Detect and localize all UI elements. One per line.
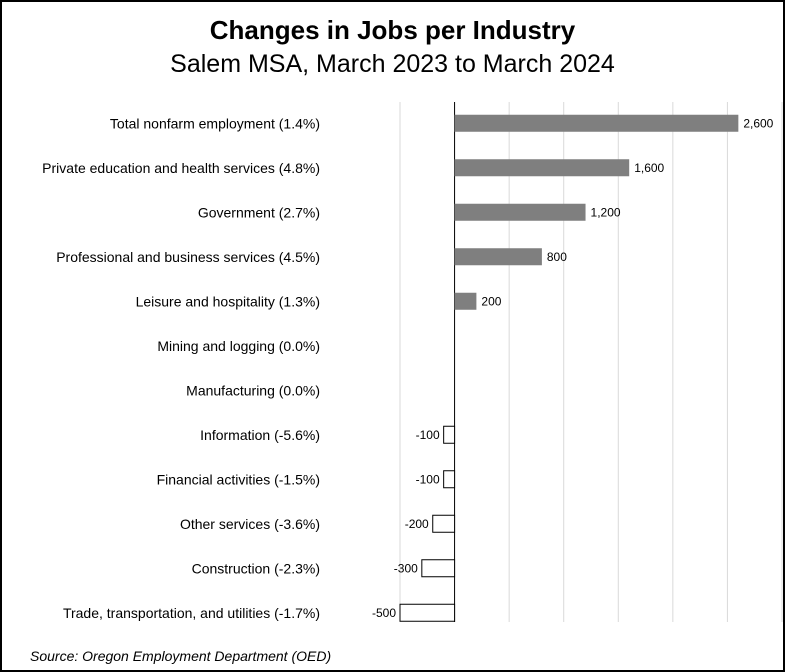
bar [455,248,542,265]
data-label: 800 [547,250,567,264]
category-label: Financial activities (-1.5%) [157,471,320,487]
bar [433,515,455,532]
category-label: Trade, transportation, and utilities (-1… [63,605,320,621]
data-label: 2,600 [743,116,773,130]
category-label: Leisure and hospitality (1.3%) [136,293,320,309]
data-label: -200 [405,517,429,531]
category-label: Government (2.7%) [198,204,320,220]
category-label: Other services (-3.6%) [180,516,320,532]
data-label: -100 [416,472,440,486]
category-label: Manufacturing (0.0%) [186,382,320,398]
category-label: Professional and business services (4.5%… [56,249,320,265]
data-label: -100 [416,428,440,442]
category-label: Construction (-2.3%) [192,560,320,576]
category-label: Mining and logging (0.0%) [157,338,320,354]
category-label: Private education and health services (4… [42,160,320,176]
category-label: Total nonfarm employment (1.4%) [110,115,320,131]
bar [444,471,455,488]
category-label: Information (-5.6%) [200,427,320,443]
bar [455,159,630,176]
data-label: 1,600 [634,161,664,175]
data-label: 1,200 [591,205,621,219]
data-label: -500 [372,606,396,620]
bar [444,426,455,443]
bar [455,204,586,221]
bar [422,560,455,577]
bar [455,115,739,132]
bar [400,604,455,621]
data-label: 200 [481,294,501,308]
data-label: -300 [394,561,418,575]
bar [455,293,477,310]
